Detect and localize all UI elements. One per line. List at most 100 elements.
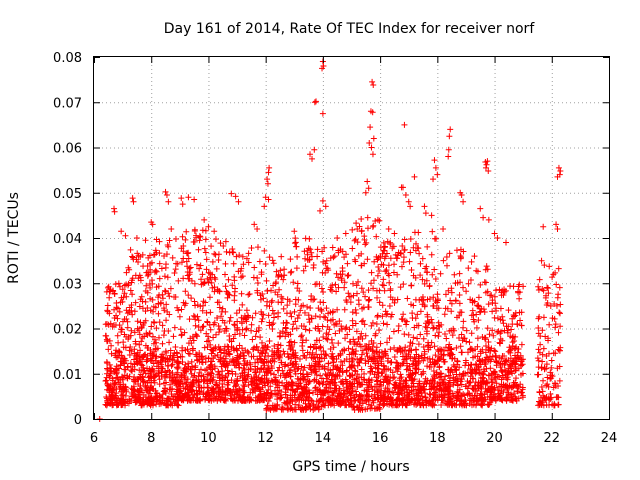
data-point — [127, 343, 134, 350]
data-point — [323, 335, 330, 342]
data-point — [470, 354, 477, 361]
data-point — [126, 304, 133, 311]
data-point — [249, 336, 256, 343]
data-point — [485, 216, 492, 223]
data-point — [378, 261, 385, 268]
data-point — [378, 354, 385, 361]
data-point — [336, 385, 343, 392]
data-point — [150, 340, 157, 347]
data-point — [261, 247, 268, 254]
data-point — [238, 290, 245, 297]
data-point — [435, 322, 442, 329]
data-point — [207, 341, 214, 348]
data-point — [421, 350, 428, 357]
data-point — [243, 307, 250, 314]
data-point — [493, 357, 500, 364]
data-point — [499, 397, 506, 404]
data-point — [400, 184, 406, 191]
data-point — [248, 244, 255, 251]
data-point — [137, 319, 144, 326]
data-point — [162, 368, 169, 375]
data-point — [445, 153, 452, 160]
data-point — [214, 299, 221, 306]
y-tick-label: 0.01 — [53, 368, 82, 383]
data-point — [331, 402, 338, 409]
data-point — [469, 367, 476, 374]
data-point — [196, 378, 203, 385]
data-point — [407, 353, 414, 360]
data-point — [222, 283, 229, 290]
data-point — [294, 253, 301, 260]
data-point — [407, 249, 414, 256]
data-point — [341, 346, 348, 353]
data-point — [275, 299, 282, 306]
data-point — [311, 99, 318, 106]
data-point — [271, 352, 278, 359]
data-point — [308, 315, 315, 322]
data-point — [438, 321, 445, 328]
data-point — [414, 311, 421, 318]
data-point — [483, 161, 490, 168]
data-point — [432, 389, 439, 396]
data-point — [368, 322, 375, 329]
data-point — [275, 272, 282, 279]
data-point — [504, 385, 511, 392]
data-point — [285, 353, 292, 360]
data-point — [413, 322, 420, 329]
data-point — [200, 280, 207, 287]
data-point — [174, 402, 181, 409]
data-point — [374, 272, 381, 279]
data-point — [537, 333, 544, 340]
data-point — [552, 321, 559, 328]
data-point — [335, 284, 342, 291]
data-point — [514, 321, 521, 328]
data-point — [482, 349, 489, 356]
data-point — [420, 335, 427, 342]
data-point — [162, 188, 169, 195]
data-point — [179, 233, 186, 240]
data-point — [514, 353, 521, 360]
data-point — [125, 280, 132, 287]
data-point — [467, 277, 474, 284]
data-point — [289, 382, 296, 389]
data-point — [288, 313, 295, 320]
data-point — [361, 260, 368, 267]
data-point — [323, 257, 330, 264]
data-point — [188, 277, 195, 284]
data-point — [473, 311, 480, 318]
data-point — [325, 360, 332, 367]
data-point — [400, 259, 407, 266]
data-point — [208, 350, 215, 357]
data-point — [161, 374, 168, 381]
data-point — [280, 370, 287, 377]
data-point — [487, 347, 494, 354]
data-point — [107, 367, 114, 374]
data-point — [332, 281, 339, 288]
data-point — [400, 400, 407, 407]
data-point — [327, 384, 334, 391]
data-point — [210, 374, 217, 381]
data-point — [460, 198, 467, 205]
data-point — [397, 284, 404, 291]
data-point — [329, 380, 336, 387]
data-point — [385, 225, 392, 232]
data-point — [380, 320, 387, 327]
data-point — [271, 402, 278, 409]
data-point — [498, 387, 505, 394]
data-point — [432, 360, 439, 367]
data-point — [234, 324, 241, 331]
data-point — [464, 391, 471, 398]
data-point — [431, 360, 438, 367]
data-point — [408, 267, 415, 274]
data-point — [206, 392, 213, 399]
data-point — [412, 315, 419, 322]
data-point — [375, 386, 382, 393]
data-point — [327, 401, 334, 408]
data-point — [555, 329, 562, 336]
data-point — [402, 192, 409, 199]
data-point — [387, 241, 394, 248]
data-point — [191, 391, 198, 398]
data-point — [327, 345, 334, 352]
data-point — [124, 398, 131, 405]
data-point — [128, 277, 135, 284]
